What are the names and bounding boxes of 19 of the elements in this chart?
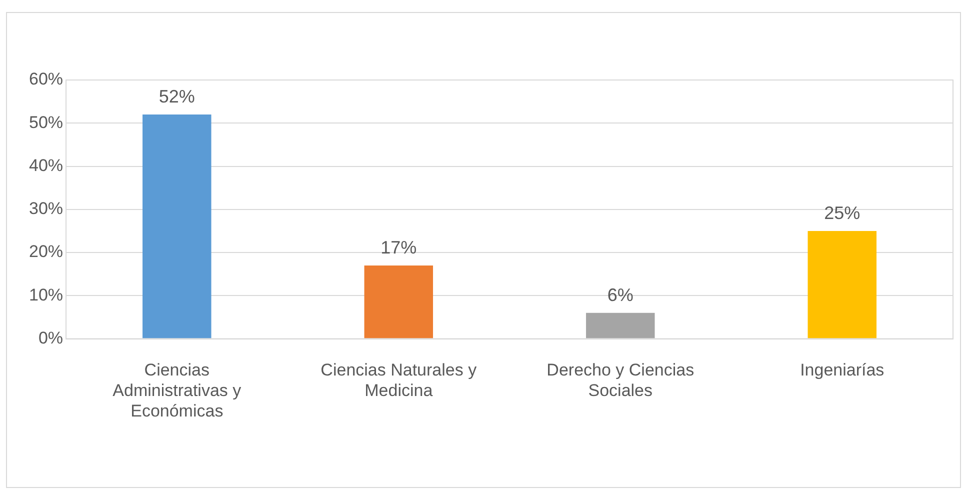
bar — [586, 312, 655, 338]
y-tick-label: 40% — [28, 156, 64, 175]
data-label: 52% — [158, 86, 195, 106]
y-tick-label: 50% — [28, 112, 64, 132]
y-tick-label: 10% — [28, 285, 64, 304]
data-label: 17% — [380, 237, 417, 258]
x-tick-label: Ciencias Naturales y Medicina — [320, 360, 478, 400]
x-tick-label: Ciencias Administrativas y Económicas — [112, 360, 242, 420]
y-tick-label: 30% — [28, 199, 64, 218]
x-tick-label: Ingeniarías — [800, 360, 884, 380]
data-label: 25% — [824, 202, 860, 223]
bar — [808, 230, 876, 338]
data-label: 6% — [607, 284, 634, 305]
y-tick-label: 0% — [38, 328, 64, 348]
y-tick-label: 60% — [28, 70, 64, 89]
x-tick-label: Derecho y Ciencias Sociales — [546, 360, 694, 400]
y-tick-label: 20% — [28, 242, 64, 262]
bar — [142, 114, 212, 338]
bar — [364, 265, 434, 338]
